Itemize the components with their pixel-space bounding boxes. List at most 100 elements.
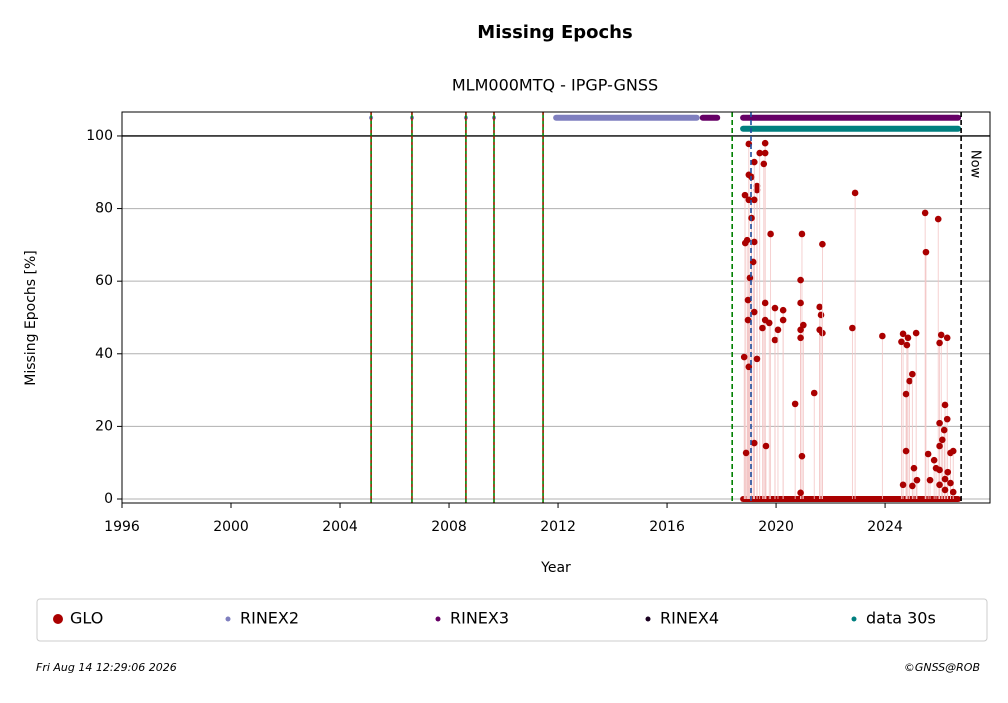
point	[930, 456, 938, 464]
point	[926, 476, 934, 484]
point	[750, 158, 758, 166]
point	[947, 479, 954, 487]
legend-label: RINEX2	[240, 609, 299, 628]
timestamp: Fri Aug 14 12:29:06 2026	[36, 661, 177, 674]
point	[753, 186, 761, 194]
point	[937, 331, 945, 339]
point	[910, 464, 918, 472]
x-tick-label: 2004	[322, 519, 358, 535]
point	[913, 476, 921, 484]
point	[902, 390, 910, 398]
span-band	[740, 125, 962, 132]
point	[797, 326, 804, 334]
point	[899, 481, 907, 489]
point	[760, 160, 768, 168]
x-tick-label: 2016	[649, 519, 685, 535]
point	[924, 450, 932, 458]
point	[949, 488, 957, 496]
point	[909, 370, 916, 378]
point	[771, 336, 779, 344]
y-tick-label: 20	[95, 418, 113, 434]
point	[906, 377, 913, 385]
x-tick-label: 2020	[758, 519, 794, 535]
point	[819, 240, 826, 248]
point	[798, 230, 806, 238]
y-axis-label: Missing Epochs [%]	[23, 250, 39, 386]
point	[943, 415, 951, 423]
chart-title: Missing Epochs	[477, 22, 632, 43]
point	[902, 447, 910, 455]
legend-label: GLO	[70, 609, 103, 628]
legend-label: RINEX3	[450, 609, 509, 628]
point	[899, 330, 907, 338]
point	[904, 334, 912, 342]
point	[921, 209, 929, 217]
span-band	[699, 114, 721, 121]
y-tick-label: 0	[104, 491, 113, 507]
credit: ©GNSS@ROB	[904, 661, 980, 674]
x-tick-label: 2008	[431, 519, 467, 535]
y-tick-label: 100	[86, 128, 113, 144]
point	[898, 338, 905, 346]
legend-marker	[851, 616, 857, 622]
point	[750, 308, 758, 316]
point	[810, 389, 818, 397]
point	[936, 442, 943, 450]
y-tick-label: 40	[95, 346, 113, 362]
point	[797, 334, 804, 342]
legend-box	[36, 598, 988, 642]
x-tick-label: 2000	[213, 519, 249, 535]
point	[762, 442, 770, 450]
point	[912, 329, 920, 337]
point	[797, 276, 804, 284]
point	[774, 326, 782, 334]
chart-subtitle: MLM000MTQ - IPGP-GNSS	[452, 76, 658, 95]
vline-label: Now	[968, 150, 983, 179]
point	[791, 400, 799, 408]
x-tick-label: 2024	[867, 519, 903, 535]
plot-frame	[121, 111, 991, 504]
point	[936, 419, 943, 427]
point	[744, 316, 752, 324]
point	[765, 319, 773, 327]
point	[742, 449, 750, 457]
x-tick-label: 1996	[104, 519, 140, 535]
span-band	[553, 114, 700, 121]
point	[750, 238, 758, 246]
point	[750, 439, 758, 447]
legend-marker	[435, 616, 441, 622]
y-tick-label: 80	[95, 201, 113, 217]
point	[934, 215, 942, 223]
x-tick-label: 2012	[540, 519, 576, 535]
point	[816, 303, 823, 311]
legend-marker	[645, 616, 651, 622]
point	[779, 306, 787, 314]
point	[797, 299, 804, 307]
point	[753, 355, 761, 363]
point	[744, 296, 752, 304]
x-axis-label: Year	[540, 560, 571, 576]
point	[943, 334, 951, 342]
point	[909, 482, 916, 490]
point	[944, 468, 952, 476]
point	[922, 248, 930, 256]
point	[741, 191, 749, 199]
point	[936, 481, 943, 489]
point	[798, 452, 806, 460]
legend-marker	[225, 616, 231, 622]
point	[761, 149, 769, 157]
legend-label: RINEX4	[660, 609, 719, 628]
span-band	[740, 114, 962, 121]
point	[797, 489, 804, 497]
point	[761, 139, 769, 147]
point	[940, 426, 948, 434]
point	[941, 486, 949, 494]
y-tick-label: 60	[95, 273, 113, 289]
point	[750, 196, 758, 204]
point	[756, 149, 764, 157]
point	[759, 324, 766, 332]
point	[817, 311, 825, 319]
point	[949, 447, 957, 455]
point	[936, 339, 943, 347]
